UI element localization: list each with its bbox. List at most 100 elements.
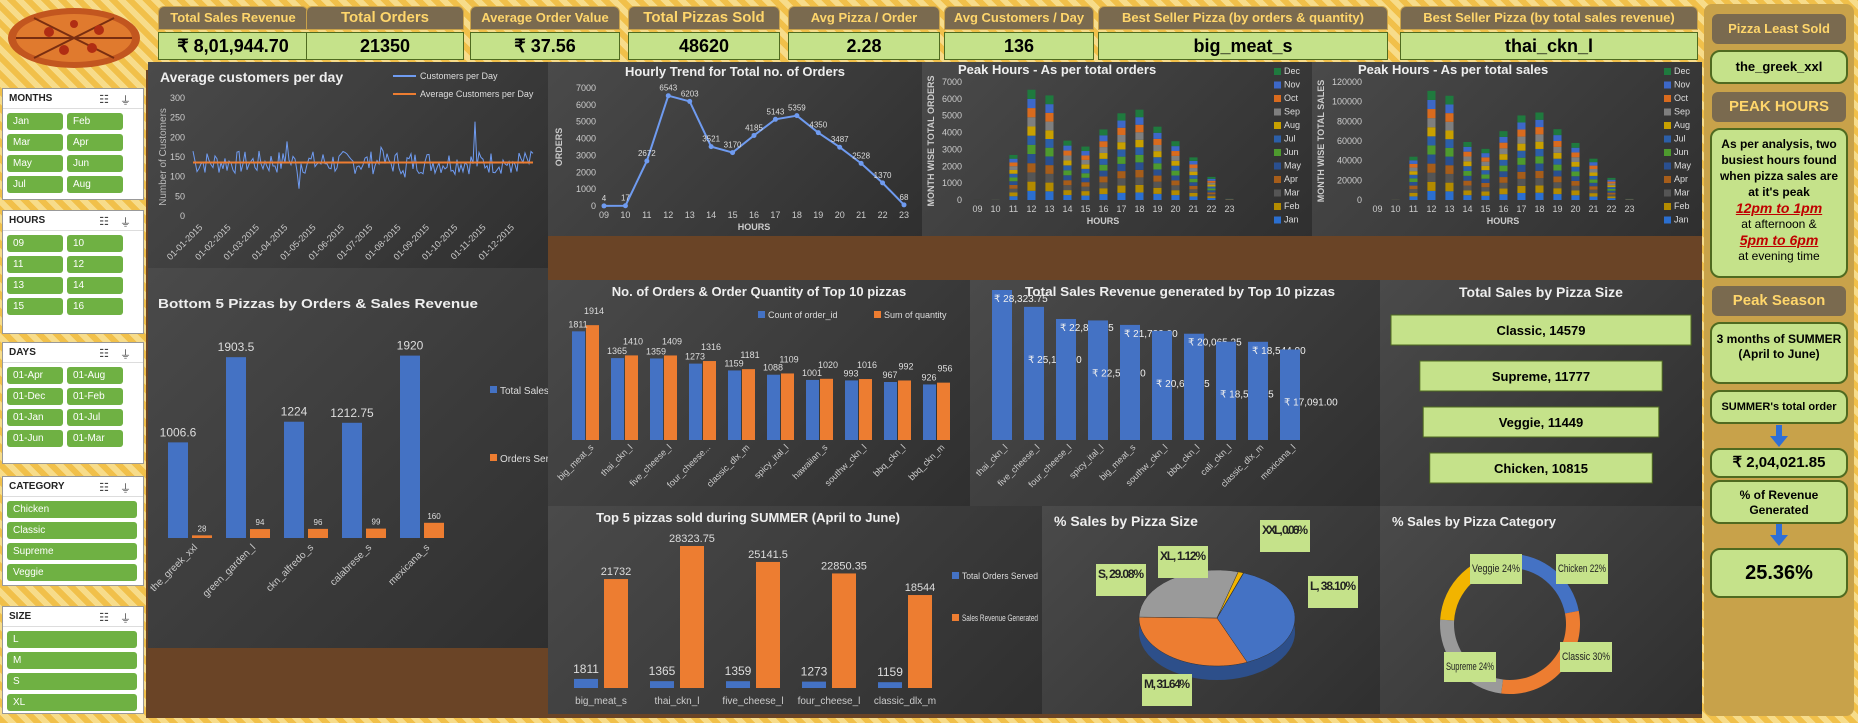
- filter-icon[interactable]: ⏚: [120, 95, 131, 107]
- slicer-item-days[interactable]: 01-Jun: [7, 430, 63, 447]
- y-tick-label: 80000: [1337, 116, 1362, 126]
- bar-quantity: [703, 361, 716, 440]
- size-bar: [1390, 314, 1692, 346]
- stacked-bar-segment: [1207, 196, 1216, 199]
- slicer-item-hours[interactable]: 15: [7, 298, 63, 315]
- slicer-item-hours[interactable]: 10: [67, 235, 123, 252]
- slicer-item-category[interactable]: Chicken: [7, 501, 137, 518]
- peak-hours-afternoon: 12pm to 1pm: [1735, 200, 1823, 216]
- slicer-item-hours[interactable]: 09: [7, 235, 63, 252]
- slicer-item-size[interactable]: S: [7, 673, 137, 690]
- legend-swatch: [1274, 95, 1281, 102]
- stacked-bar-segment: [1535, 192, 1544, 200]
- stacked-bar-segment: [1499, 188, 1508, 195]
- slicer-item-days[interactable]: 01-Dec: [7, 388, 63, 405]
- data-label: 1410: [623, 336, 643, 346]
- data-label: 1020: [818, 360, 838, 370]
- bar-revenue: [680, 546, 704, 688]
- stacked-bar-segment: [1045, 147, 1054, 157]
- chart-title: Total Sales by Pizza Size: [1459, 284, 1623, 300]
- data-label: 1316: [701, 342, 721, 352]
- legend-swatch: [1664, 176, 1671, 183]
- data-label: 1001: [802, 368, 822, 378]
- multi-select-icon[interactable]: ☷: [99, 216, 109, 228]
- stacked-bar-segment: [1589, 179, 1598, 183]
- x-tick-label: 13: [1044, 204, 1054, 214]
- filter-icon[interactable]: ⏚: [120, 217, 131, 229]
- stacked-bar-segment: [1117, 171, 1126, 179]
- stacked-bar-segment: [1027, 98, 1036, 109]
- stacked-bar-segment: [1081, 195, 1090, 200]
- slicer-item-days[interactable]: 01-Jul: [67, 409, 123, 426]
- stacked-bar-segment: [1063, 145, 1072, 151]
- slicer-item-days[interactable]: 01-Apr: [7, 367, 63, 384]
- data-label: 5143: [767, 107, 785, 116]
- slicer-item-months[interactable]: Apr: [67, 134, 123, 151]
- slicer-item-size[interactable]: M: [7, 652, 137, 669]
- stacked-bar-segment: [1207, 186, 1216, 189]
- stacked-bar-segment: [1427, 127, 1436, 137]
- bar-orders: [845, 380, 858, 440]
- y-tick-label: 0: [957, 195, 962, 205]
- stacked-bar-segment: [1063, 175, 1072, 181]
- slicer-item-months[interactable]: Feb: [67, 113, 123, 130]
- stacked-bar-segment: [1081, 191, 1090, 196]
- data-label: 2528: [852, 151, 870, 160]
- legend-swatch: [1664, 122, 1671, 129]
- slicer-item-hours[interactable]: 14: [67, 277, 123, 294]
- slicer-item-size[interactable]: L: [7, 631, 137, 648]
- slicer-item-hours[interactable]: 13: [7, 277, 63, 294]
- bar-revenue: [604, 579, 628, 688]
- slicer-item-months[interactable]: Jan: [7, 113, 63, 130]
- stacked-bar-segment: [1189, 182, 1198, 186]
- filter-icon[interactable]: ⏚: [120, 613, 131, 625]
- slicer-item-category[interactable]: Veggie: [7, 564, 137, 581]
- filter-icon[interactable]: ⏚: [120, 483, 131, 495]
- x-tick-label: 09: [972, 204, 982, 214]
- slicer-item-months[interactable]: Jun: [67, 155, 123, 172]
- y-tick-label: 4000: [576, 134, 596, 144]
- x-tick-label: 14: [706, 210, 716, 220]
- slicer-item-size[interactable]: XL: [7, 694, 137, 711]
- stacked-bar-segment: [1553, 182, 1562, 189]
- slicer-item-days[interactable]: 01-Mar: [67, 430, 123, 447]
- legend-label: Sales Revenue Generated: [962, 613, 1038, 623]
- slicer-item-hours[interactable]: 12: [67, 256, 123, 273]
- legend-swatch: [1664, 81, 1671, 89]
- chart-title: % Sales by Pizza Category: [1392, 514, 1557, 529]
- stacked-bar-segment: [1153, 151, 1162, 158]
- legend-label: Jul: [1284, 134, 1296, 144]
- summer-total-value: ₹ 2,04,021.85: [1710, 448, 1848, 478]
- data-point: [880, 180, 886, 186]
- stacked-bar-segment: [1099, 158, 1108, 165]
- chart-title: Bottom 5 Pizzas by Orders & Sales Revenu…: [158, 296, 478, 311]
- slicer-item-category[interactable]: Supreme: [7, 543, 137, 560]
- slicer-item-months[interactable]: May: [7, 155, 63, 172]
- slicer-item-hours[interactable]: 16: [67, 298, 123, 315]
- legend-swatch: [1664, 189, 1671, 197]
- stacked-bar-segment: [1463, 156, 1472, 162]
- slicer-item-hours[interactable]: 11: [7, 256, 63, 273]
- multi-select-icon[interactable]: ☷: [99, 348, 109, 360]
- multi-select-icon[interactable]: ☷: [99, 482, 109, 494]
- slicer-item-months[interactable]: Aug: [67, 176, 123, 193]
- slicer-item-days[interactable]: 01-Jan: [7, 409, 63, 426]
- kpi-card: Avg Pizza / Order 2.28: [788, 6, 940, 60]
- stacked-bar-segment: [1499, 148, 1508, 155]
- data-label-box: [1444, 652, 1496, 682]
- bar-revenue: [226, 357, 246, 538]
- slicer-item-months[interactable]: Mar: [7, 134, 63, 151]
- multi-select-icon[interactable]: ☷: [99, 612, 109, 624]
- slicer-item-months[interactable]: Jul: [7, 176, 63, 193]
- slicer-item-days[interactable]: 01-Feb: [67, 388, 123, 405]
- data-label: 28: [198, 524, 207, 533]
- bar-revenue: [1280, 349, 1300, 440]
- slicer-title: HOURS: [3, 211, 143, 231]
- filter-icon[interactable]: ⏚: [120, 349, 131, 361]
- x-tick-label: 23: [1224, 204, 1234, 214]
- x-tick-label: ckn_alfredo_s: [264, 542, 316, 594]
- kpi-value: ₹ 37.56: [470, 32, 620, 60]
- multi-select-icon[interactable]: ☷: [99, 94, 109, 106]
- slicer-item-days[interactable]: 01-Aug: [67, 367, 123, 384]
- slicer-item-category[interactable]: Classic: [7, 522, 137, 539]
